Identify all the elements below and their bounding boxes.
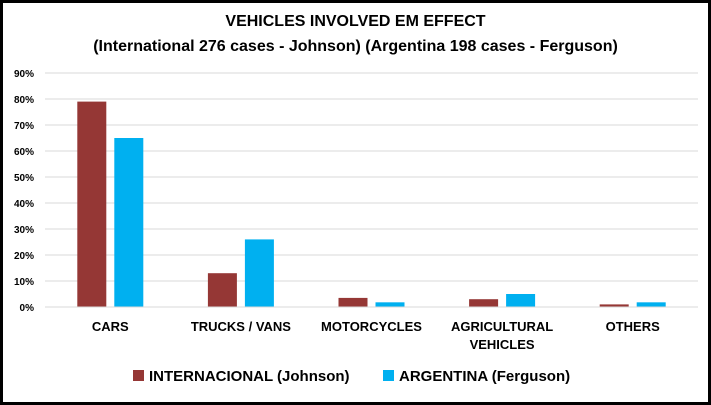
y-tick-label: 0% bbox=[20, 303, 35, 314]
bar bbox=[114, 138, 144, 307]
bar bbox=[338, 297, 368, 307]
y-tick-label: 60% bbox=[14, 147, 34, 158]
x-tick-label: MOTORCYCLES bbox=[321, 319, 422, 334]
bar bbox=[77, 101, 107, 307]
legend-swatch bbox=[383, 370, 394, 381]
x-tick-label: CARS bbox=[92, 319, 129, 334]
y-tick-label: 90% bbox=[14, 69, 34, 80]
y-tick-label: 50% bbox=[14, 173, 34, 184]
bar bbox=[207, 273, 237, 307]
y-tick-label: 30% bbox=[14, 225, 34, 236]
x-tick-label: VEHICLES bbox=[470, 337, 535, 352]
chart-subtitle: (International 276 cases - Johnson) (Arg… bbox=[93, 38, 618, 55]
x-tick-label: AGRICULTURAL bbox=[451, 319, 553, 334]
y-tick-label: 70% bbox=[14, 121, 34, 132]
x-tick-label: OTHERS bbox=[606, 319, 661, 334]
x-tick-label: TRUCKS / VANS bbox=[191, 319, 291, 334]
bar bbox=[506, 294, 536, 307]
chart-title: VEHICLES INVOLVED EM EFFECT bbox=[225, 13, 486, 30]
bar bbox=[636, 302, 666, 307]
y-tick-label: 40% bbox=[14, 199, 34, 210]
bar bbox=[469, 299, 499, 307]
bar-chart: 0% 10% 20% 30% 40% 50% 60% 70% 80% 90% CARS TRUCKS … bbox=[14, 69, 698, 385]
legend-label: INTERNACIONAL (Johnson) bbox=[149, 368, 350, 385]
bar bbox=[244, 239, 274, 307]
bar bbox=[599, 304, 629, 307]
y-tick-label: 10% bbox=[14, 277, 34, 288]
y-tick-label: 80% bbox=[14, 95, 34, 106]
y-tick-label: 20% bbox=[14, 251, 34, 262]
legend-swatch bbox=[133, 370, 144, 381]
legend-label: ARGENTINA (Ferguson) bbox=[399, 368, 570, 385]
bar bbox=[375, 302, 405, 307]
